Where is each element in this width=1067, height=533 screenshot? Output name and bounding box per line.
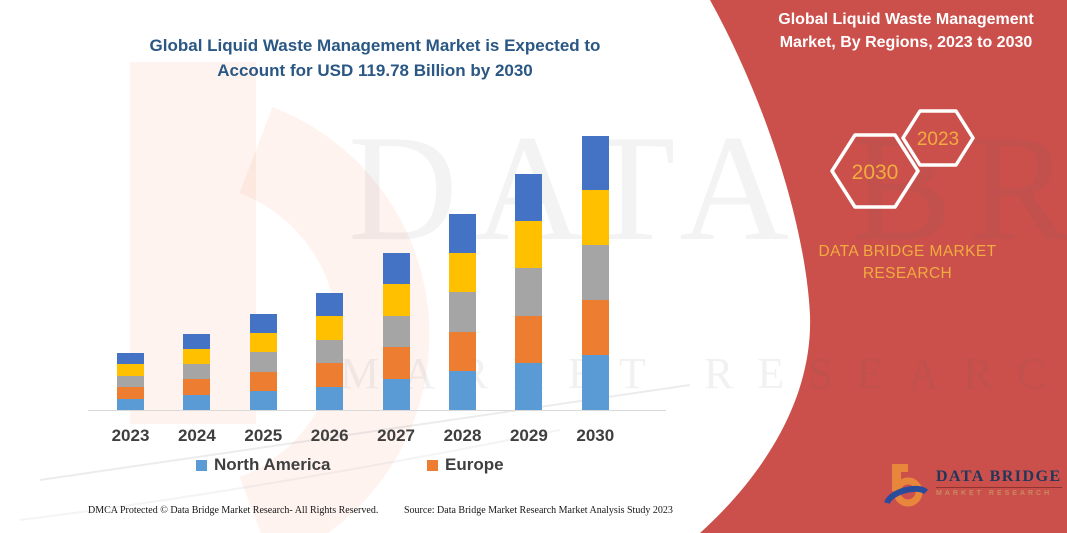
red-panel-shape [700,0,1067,533]
bar-segment [117,387,144,399]
side-panel-title-line1: Global Liquid Waste Management [778,11,1034,28]
page-title-line2: Account for USD 119.78 Billion by 2030 [217,61,533,80]
bar-segment [249,314,277,334]
bar-segment [515,268,543,316]
x-axis-line [88,410,666,411]
legend-label: Europe [445,455,504,474]
logo-tagline: MARKET RESEARCH [936,490,1053,497]
brand-panel-text: DATA BRIDGE MARKET RESEARCH [790,241,1025,285]
hexagon-year-2023-label: 2023 [917,129,959,150]
x-axis-label-2023: 2023 [111,426,150,445]
bar-segment [249,371,277,391]
dmca-credit-text: DMCA Protected © Data Bridge Market Rese… [88,505,379,516]
bar-2025 [249,314,277,410]
bar-segment [249,390,277,410]
x-axis-label-2030: 2030 [576,426,615,445]
bar-segment [183,348,211,365]
bar-2030 [581,135,609,410]
hexagon-year-2030-label: 2030 [852,161,899,184]
x-axis-label-2025: 2025 [244,426,283,445]
bar-segment [449,253,476,293]
bar-segment [183,394,211,410]
bar-segment [449,370,476,410]
page-title: Global Liquid Waste Management Market is… [95,33,655,83]
bar-segment [183,364,211,380]
logo-wordmark: DATA BRIDGE [936,468,1062,485]
bar-segment [382,347,410,379]
bar-segment [117,398,144,410]
bar-2028 [449,214,476,410]
bar-segment [382,253,410,285]
brand-panel-line1: DATA BRIDGE MARKET [818,243,997,260]
bar-2026 [316,293,344,410]
bar-segment [449,214,476,254]
legend-swatch [196,459,207,471]
bar-segment [316,386,344,410]
bar-segment [515,174,543,222]
bar-segment [515,362,543,410]
bar-segment [581,245,609,301]
bar-segment [382,378,410,410]
hexagon-badges: 2030 2023 [830,109,975,209]
side-panel-title: Global Liquid Waste Management Market, B… [756,8,1056,54]
logo-divider [936,487,1062,488]
legend-item-north-america: North America [196,455,331,475]
legend-item-europe: Europe [427,455,504,475]
bar-segment [183,333,211,349]
hexagon-badge-2023 [901,109,975,167]
bar-segment [183,379,211,395]
bar-segment [581,300,609,356]
bar-segment [117,375,144,388]
bar-2027 [382,253,410,410]
source-credit-text: Source: Data Bridge Market Research Mark… [404,505,673,516]
watermark-swoosh-line-2 [19,429,561,521]
bar-segment [117,353,144,365]
page-title-line1: Global Liquid Waste Management Market is… [149,36,601,55]
logo-b-icon [884,464,928,507]
company-logo: DATA BRIDGE MARKET RESEARCH [884,462,1062,514]
brand-panel-line2: RESEARCH [862,265,953,282]
bar-segment [449,331,476,371]
bar-segment [581,190,609,246]
bar-segment [449,292,476,332]
bar-2029 [515,174,543,410]
x-axis-label-2024: 2024 [177,426,216,445]
x-axis-label-2028: 2028 [443,426,482,445]
bar-segment [316,316,344,340]
legend-label: North America [214,455,331,474]
bar-segment [316,339,344,364]
bar-segment [581,355,609,410]
x-axis-label-2027: 2027 [377,426,415,445]
bar-segment [249,333,277,353]
bar-segment [382,284,410,316]
bar-segment [515,315,543,363]
bar-segment [249,352,277,372]
bar-segment [515,221,543,269]
x-axis-label-2026: 2026 [310,426,349,445]
hexagon-badge-2030 [830,133,920,209]
side-panel-title-line2: Market, By Regions, 2023 to 2030 [779,34,1033,51]
bar-2023 [117,353,144,410]
bar-segment [316,293,344,317]
bar-2024 [183,333,211,410]
bar-segment [117,364,144,376]
x-axis-label-2029: 2029 [509,426,548,445]
bar-segment [581,135,609,191]
bar-segment [382,315,410,348]
legend-swatch [427,459,438,471]
bar-segment [316,363,344,387]
